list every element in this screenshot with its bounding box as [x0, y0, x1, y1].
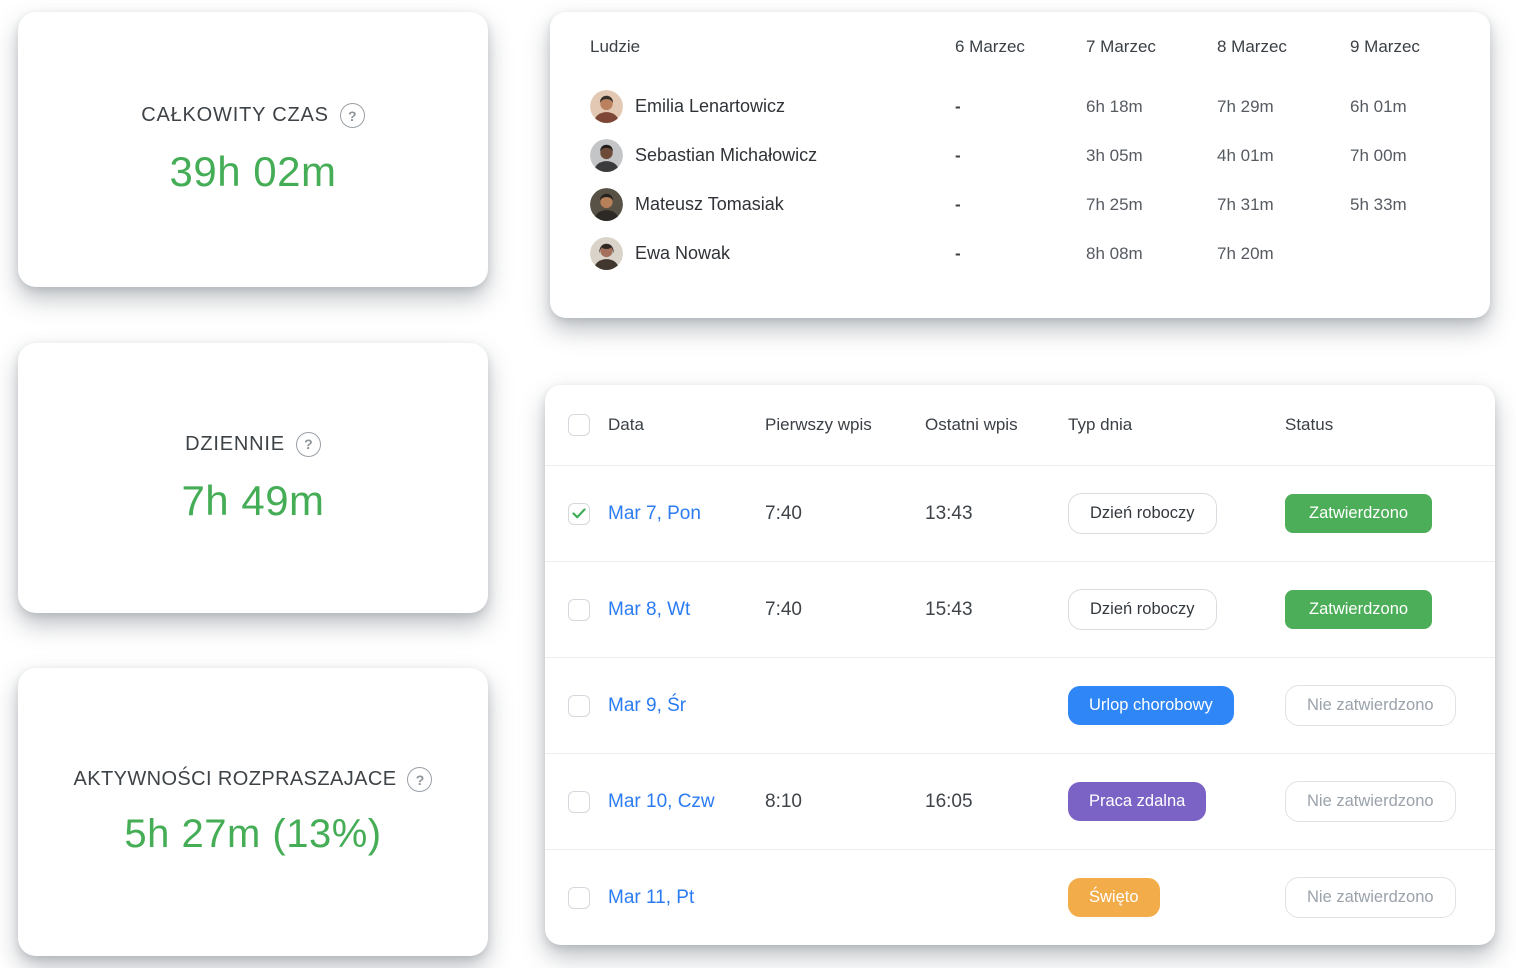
person-row: Mateusz Tomasiak - 7h 25m 7h 31m 5h 33m — [590, 180, 1476, 229]
column-header-status: Status — [1285, 415, 1334, 434]
timesheet-row: Mar 8, Wt 7:40 15:43 Dzień roboczy Zatwi… — [545, 561, 1495, 657]
daily-time-title: DZIENNIE — [185, 432, 285, 455]
avatar-emilia — [590, 90, 623, 123]
timesheet-row: Mar 10, Czw 8:10 16:05 Praca zdalna Nie … — [545, 753, 1495, 849]
daily-time-card: DZIENNIE ? 7h 49m — [18, 343, 488, 613]
avatar-mateusz — [590, 188, 623, 221]
help-icon[interactable]: ? — [295, 431, 321, 457]
tracked-time: 6h 18m — [1086, 96, 1143, 116]
tracked-time: 7h 31m — [1217, 194, 1274, 214]
timesheet-row: Mar 11, Pt Święto Nie zatwierdzono — [545, 849, 1495, 945]
date-column-header: 9 Marzec — [1350, 37, 1420, 56]
day-type-badge[interactable]: Dzień roboczy — [1068, 589, 1217, 630]
tracked-time: 7h 20m — [1217, 243, 1274, 263]
column-header-date: Data — [608, 415, 644, 434]
tracked-time: 7h 25m — [1086, 194, 1143, 214]
avatar-sebastian — [590, 139, 623, 172]
tracked-time: 8h 08m — [1086, 243, 1143, 263]
person-name: Mateusz Tomasiak — [635, 194, 784, 214]
timesheet-row: Mar 9, Śr Urlop chorobowy Nie zatwierdzo… — [545, 657, 1495, 753]
date-link[interactable]: Mar 9, Śr — [608, 694, 687, 716]
daily-time-value: 7h 49m — [181, 476, 325, 524]
date-link[interactable]: Mar 7, Pon — [608, 502, 701, 524]
last-entry-time: 16:05 — [925, 790, 973, 812]
day-type-badge[interactable]: Święto — [1068, 878, 1160, 917]
person-row: Sebastian Michałowicz - 3h 05m 4h 01m 7h… — [590, 131, 1476, 180]
people-times-panel: Ludzie 6 Marzec 7 Marzec 8 Marzec 9 Marz… — [550, 12, 1490, 318]
total-time-card: CAŁKOWITY CZAS ? 39h 02m — [18, 12, 488, 287]
last-entry-time: 15:43 — [925, 598, 973, 620]
person-row: Ewa Nowak - 8h 08m 7h 20m — [590, 229, 1476, 278]
person-row: Emilia Lenartowicz - 6h 18m 7h 29m 6h 01… — [590, 82, 1476, 131]
first-entry-time: 7:40 — [765, 502, 802, 524]
help-icon[interactable]: ? — [407, 767, 433, 792]
first-entry-time: 7:40 — [765, 598, 802, 620]
day-type-badge[interactable]: Dzień roboczy — [1068, 493, 1217, 534]
date-link[interactable]: Mar 8, Wt — [608, 598, 691, 620]
tracked-time: 7h 00m — [1350, 145, 1407, 165]
tracked-time: 7h 29m — [1217, 96, 1274, 116]
column-header-last-entry: Ostatni wpis — [925, 415, 1018, 434]
tracked-time: 4h 01m — [1217, 145, 1274, 165]
person-name: Sebastian Michałowicz — [635, 145, 818, 165]
people-column-header: Ludzie — [590, 37, 641, 56]
column-header-first-entry: Pierwszy wpis — [765, 415, 872, 434]
day-type-badge[interactable]: Urlop chorobowy — [1068, 686, 1234, 725]
column-header-day-type: Typ dnia — [1068, 415, 1133, 434]
row-checkbox[interactable] — [568, 598, 590, 621]
tracked-time: 6h 01m — [1350, 96, 1407, 116]
select-all-checkbox[interactable] — [568, 414, 590, 436]
date-link[interactable]: Mar 10, Czw — [608, 790, 715, 812]
status-badge[interactable]: Zatwierdzono — [1285, 494, 1433, 533]
tracked-time: 5h 33m — [1350, 194, 1407, 214]
person-name: Ewa Nowak — [635, 243, 731, 263]
avatar-ewa — [590, 237, 623, 270]
day-type-badge[interactable]: Praca zdalna — [1068, 782, 1207, 821]
status-badge[interactable]: Nie zatwierdzono — [1285, 877, 1456, 918]
row-checkbox[interactable] — [568, 790, 590, 813]
date-column-header: 6 Marzec — [955, 37, 1025, 56]
total-time-title: CAŁKOWITY CZAS — [141, 104, 329, 126]
timesheet-row: Mar 7, Pon 7:40 13:43 Dzień roboczy Zatw… — [545, 465, 1495, 561]
status-badge[interactable]: Nie zatwierdzono — [1285, 781, 1456, 822]
date-column-header: 8 Marzec — [1217, 37, 1287, 56]
tracked-time: - — [955, 145, 961, 165]
distracting-activities-value: 5h 27m (13%) — [124, 812, 382, 856]
row-checkbox[interactable] — [568, 502, 590, 525]
total-time-value: 39h 02m — [169, 148, 337, 195]
date-column-header: 7 Marzec — [1086, 37, 1156, 56]
timesheet-panel: Data Pierwszy wpis Ostatni wpis Typ dnia… — [545, 385, 1495, 945]
person-name: Emilia Lenartowicz — [635, 96, 786, 116]
row-checkbox[interactable] — [568, 694, 590, 717]
distracting-activities-card: AKTYWNOŚCI ROZPRASZAJACE ? 5h 27m (13%) — [18, 668, 488, 956]
tracked-time: - — [955, 96, 961, 116]
tracked-time: 3h 05m — [1086, 145, 1143, 165]
status-badge[interactable]: Zatwierdzono — [1285, 590, 1433, 629]
tracked-time: - — [955, 243, 961, 263]
row-checkbox[interactable] — [568, 886, 590, 909]
tracked-time: - — [955, 194, 961, 214]
date-link[interactable]: Mar 11, Pt — [608, 886, 695, 908]
distracting-activities-title: AKTYWNOŚCI ROZPRASZAJACE — [73, 768, 397, 790]
status-badge[interactable]: Nie zatwierdzono — [1285, 685, 1456, 726]
help-icon[interactable]: ? — [339, 103, 365, 128]
last-entry-time: 13:43 — [925, 502, 973, 524]
first-entry-time: 8:10 — [765, 790, 802, 812]
